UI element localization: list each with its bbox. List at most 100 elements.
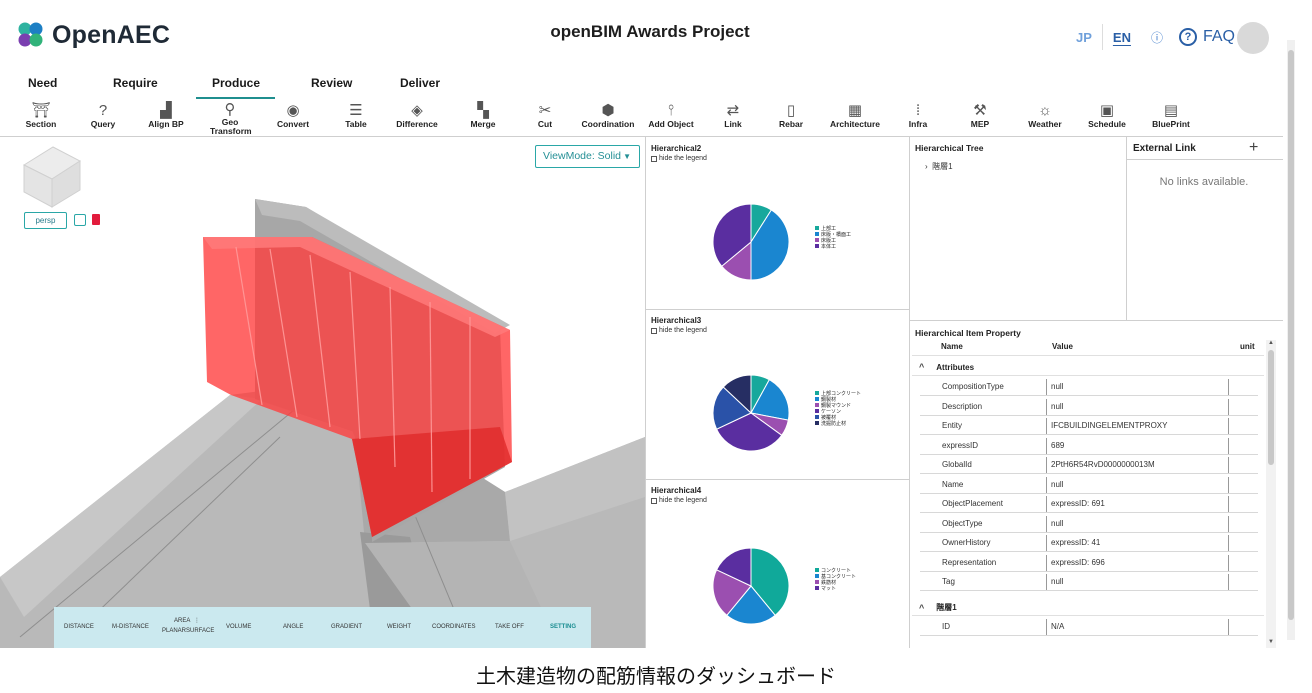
tree-item-label: 階層1 xyxy=(932,162,953,171)
geo-transform-tool-button[interactable]: ⚲ Geo Transform xyxy=(207,100,253,136)
section-tool-button[interactable]: ⛩ Section xyxy=(18,100,64,136)
setting-button[interactable]: SETTING xyxy=(550,624,577,630)
tab-deliver[interactable]: Deliver xyxy=(400,76,441,90)
angle-button[interactable]: ANGLE xyxy=(283,624,304,630)
merge-tool-button[interactable]: ▚ Merge xyxy=(460,100,506,136)
logo[interactable]: OpenAEC xyxy=(16,20,170,50)
legend-item[interactable]: 洗掘防止材 xyxy=(815,420,861,427)
coordination-tool-button[interactable]: ⬢ Coordination xyxy=(578,100,638,136)
pie-slice[interactable] xyxy=(715,412,783,452)
add-link-button[interactable]: + xyxy=(1249,139,1259,156)
pie-slice[interactable] xyxy=(712,203,752,267)
cut-tool-button[interactable]: ✂ Cut xyxy=(522,100,568,136)
pie-slice[interactable] xyxy=(726,585,776,625)
rebar-model[interactable] xyxy=(203,237,512,537)
weather-icon: ☼ xyxy=(1038,101,1052,119)
pie-slice[interactable] xyxy=(722,374,752,415)
viewmode-dropdown[interactable]: ViewMode: Solid ▼ xyxy=(535,145,640,168)
info-icon[interactable]: ⓘ xyxy=(1150,30,1163,45)
blueprint-tool-button[interactable]: ▤ BluePrint xyxy=(1146,100,1196,136)
lang-en-button[interactable]: EN xyxy=(1112,29,1131,45)
checkbox-box[interactable] xyxy=(651,327,657,334)
rebar-tool-button[interactable]: ▯ Rebar xyxy=(768,100,814,136)
query-tool-button[interactable]: ? Query xyxy=(80,100,126,136)
convert-tool-button[interactable]: ◉ Convert xyxy=(270,100,316,136)
lang-jp-button[interactable]: JP xyxy=(1076,29,1092,45)
align-icon: ▟ xyxy=(160,102,172,119)
legend-item[interactable]: 上部工 xyxy=(815,225,851,232)
legend-item[interactable]: 鉄筋材 xyxy=(815,579,856,586)
pie-slice[interactable] xyxy=(715,547,752,587)
tree-divider xyxy=(1126,137,1127,320)
pie-slice[interactable] xyxy=(750,379,790,421)
checkbox-box[interactable] xyxy=(651,155,657,162)
group-label: Attributes xyxy=(936,362,975,372)
legend-item[interactable]: 床版工 xyxy=(815,237,851,244)
tab-require[interactable]: Require xyxy=(113,76,158,90)
infra-tool-button[interactable]: ⦙ Infra xyxy=(898,100,938,136)
mep-tool-button[interactable]: ⚒ MEP xyxy=(957,100,1003,136)
area-menu-icon[interactable]: ⋮ xyxy=(194,618,200,624)
pie-chart[interactable] xyxy=(701,363,801,463)
volume-button[interactable]: VOLUME xyxy=(226,624,252,630)
pie-slice[interactable] xyxy=(712,569,752,616)
distance-button[interactable]: DISTANCE xyxy=(64,624,94,630)
take-off-button[interactable]: TAKE OFF xyxy=(495,624,524,630)
align-bp-tool-button[interactable]: ▟ Align BP xyxy=(143,100,189,136)
pie-chart[interactable] xyxy=(701,192,801,292)
pie-legend: 上部工 床版・橋面工 床版工 本体工 xyxy=(815,225,851,250)
3d-viewport[interactable]: persp ViewMode: Solid ▼ DISTANCE M-DISTAN… xyxy=(0,137,645,648)
coordinates-button[interactable]: COORDINATES xyxy=(432,624,476,630)
weather-tool-button[interactable]: ☼ Weather xyxy=(1022,100,1068,136)
legend-item[interactable]: 被覆材 xyxy=(815,414,861,421)
legend-item[interactable]: コンクリート xyxy=(815,567,856,574)
tab-review[interactable]: Review xyxy=(311,76,353,90)
group-level1[interactable]: ^ 階層1 xyxy=(919,602,957,613)
hide-legend-checkbox[interactable]: hide the legend xyxy=(651,497,707,504)
tree-item[interactable]: › 階層1 xyxy=(925,161,953,172)
legend-item[interactable]: 鋼製マウンド xyxy=(815,402,861,409)
hide-legend-checkbox[interactable]: hide the legend xyxy=(651,327,707,334)
pie-slice[interactable] xyxy=(750,547,790,616)
page-scrollbar[interactable] xyxy=(1287,40,1295,640)
coordination-icon: ⬢ xyxy=(601,102,615,119)
trash-icon[interactable] xyxy=(92,214,100,225)
difference-tool-button[interactable]: ◈ Difference xyxy=(392,100,442,136)
pie-slice[interactable] xyxy=(712,386,752,430)
link-tool-button[interactable]: ⇄ Link xyxy=(710,100,756,136)
area-button[interactable]: AREA xyxy=(174,618,191,624)
legend-item[interactable]: 鋼製材 xyxy=(815,396,861,403)
scroll-down-icon[interactable]: ▼ xyxy=(1268,639,1274,645)
faq-button[interactable]: ? FAQ xyxy=(1178,28,1235,46)
weight-button[interactable]: WEIGHT xyxy=(387,624,411,630)
group-attributes[interactable]: ^ Attributes xyxy=(919,362,974,372)
property-scrollbar-thumb[interactable] xyxy=(1268,350,1274,465)
legend-item[interactable]: 床版・橋面工 xyxy=(815,231,851,238)
schedule-tool-button[interactable]: ▣ Schedule xyxy=(1083,100,1131,136)
3d-model-scene[interactable] xyxy=(0,137,645,648)
scroll-up-icon[interactable]: ▲ xyxy=(1268,340,1274,346)
table-tool-button[interactable]: ☰ Table xyxy=(333,100,379,136)
property-name: Tag xyxy=(942,577,955,586)
checkbox-box[interactable] xyxy=(651,497,657,504)
legend-item[interactable]: 本体工 xyxy=(815,243,851,250)
architecture-tool-button[interactable]: ▦ Architecture xyxy=(826,100,884,136)
legend-item[interactable]: 基コンクリート xyxy=(815,573,856,580)
pie-chart[interactable] xyxy=(701,536,801,636)
legend-item[interactable]: マット xyxy=(815,585,856,592)
perspective-button[interactable]: persp xyxy=(24,212,67,229)
page-scrollbar-thumb[interactable] xyxy=(1288,50,1294,620)
hide-legend-checkbox[interactable]: hide the legend xyxy=(651,155,707,162)
tab-produce[interactable]: Produce xyxy=(212,76,261,90)
pie-slice[interactable] xyxy=(750,209,790,281)
property-scrollbar[interactable] xyxy=(1266,340,1276,648)
tab-need[interactable]: Need xyxy=(28,76,58,90)
home-icon[interactable] xyxy=(74,214,86,226)
m-distance-button[interactable]: M-DISTANCE xyxy=(112,624,149,630)
legend-item[interactable]: ケーソン xyxy=(815,408,861,415)
add-object-tool-button[interactable]: ⫯ Add Object xyxy=(645,100,697,136)
gradient-button[interactable]: GRADIENT xyxy=(331,624,363,630)
navigation-cube[interactable] xyxy=(22,146,81,208)
avatar[interactable] xyxy=(1237,22,1269,54)
legend-item[interactable]: 上部コンクリート xyxy=(815,390,861,397)
